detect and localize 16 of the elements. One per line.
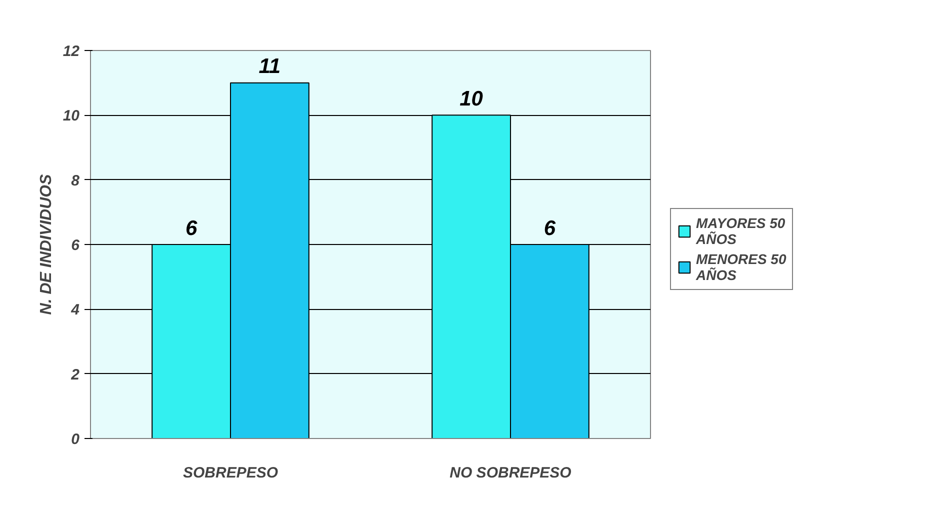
y-axis-title: N. DE INDIVIDUOS [38,174,55,315]
legend-label: MAYORES 50 AÑOS [696,214,786,246]
y-tick-label: 12 [62,43,80,60]
x-tick-label: NO SOBREPESO [450,464,572,482]
y-tick-label: 2 [70,366,80,384]
y-tick-label: 0 [71,431,80,448]
y-tick-label: 10 [62,108,80,125]
data-label: 6 [185,216,198,240]
x-tick-label: SOBREPESO [182,464,278,482]
y-tick-label: 8 [71,172,80,190]
data-label: 11 [258,55,281,78]
data-label: 10 [460,87,484,110]
y-tick-label: 6 [71,237,80,254]
data-label: 6 [544,216,556,240]
y-tick-label: 4 [70,302,80,319]
legend-label: MENORES 50 AÑOS [696,250,786,282]
